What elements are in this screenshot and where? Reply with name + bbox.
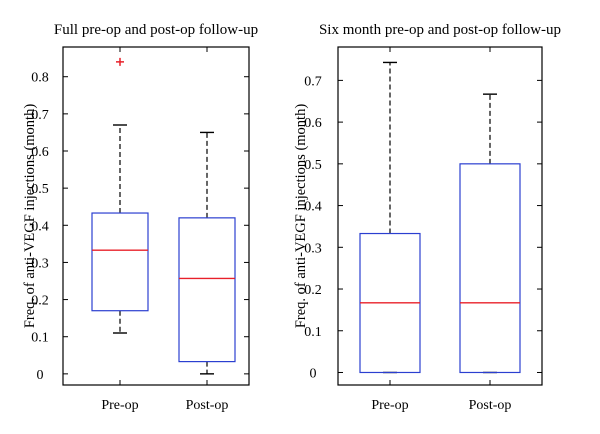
y-tick-label: 0.2 [304, 283, 322, 298]
x-tick-label: Pre-op [101, 398, 138, 413]
y-tick-label: 0.1 [304, 325, 322, 340]
y-tick-label: 0 [310, 366, 317, 381]
x-tick-label: Pre-op [371, 398, 408, 413]
box-iqr [178, 217, 236, 363]
chart-title: Full pre-op and post-op follow-up [54, 22, 258, 38]
y-tick-label: 0.5 [304, 158, 322, 173]
axes-frame [62, 46, 250, 386]
y-tick-label: 0.8 [31, 71, 49, 86]
y-tick-label: 0 [37, 368, 44, 383]
chart-title: Six month pre-op and post-op follow-up [319, 22, 561, 38]
y-tick-label: 0.6 [31, 145, 49, 160]
chart-full-follow-up: Full pre-op and post-op follow-up Freq. o… [22, 22, 258, 413]
y-tick-label: 0.1 [31, 331, 49, 346]
y-tick-label: 0.7 [304, 74, 322, 89]
x-tick-label: Post-op [469, 398, 512, 413]
box-iqr [459, 163, 521, 374]
y-tick-label: 0.6 [304, 116, 322, 131]
outlier-marker [116, 57, 124, 66]
y-tick-label: 0.4 [31, 219, 49, 234]
y-tick-label: 0.7 [31, 108, 49, 123]
box-iqr [91, 212, 149, 312]
axes-frame [337, 46, 543, 386]
y-tick-label: 0.4 [304, 200, 322, 215]
y-axis-label: Freq. of anti-VEGF injections (month) [293, 104, 309, 328]
y-tick-label: 0.3 [304, 241, 322, 256]
y-tick-label: 0.2 [31, 294, 49, 309]
x-tick-label: Post-op [186, 398, 229, 413]
y-tick-label: 0.5 [31, 182, 49, 197]
y-axis-label: Freq. of anti-VEGF injections (month) [22, 104, 38, 328]
y-tick-label: 0.3 [31, 256, 49, 271]
chart-six-month-follow-up: Six month pre-op and post-op follow-up Fr… [293, 22, 561, 413]
